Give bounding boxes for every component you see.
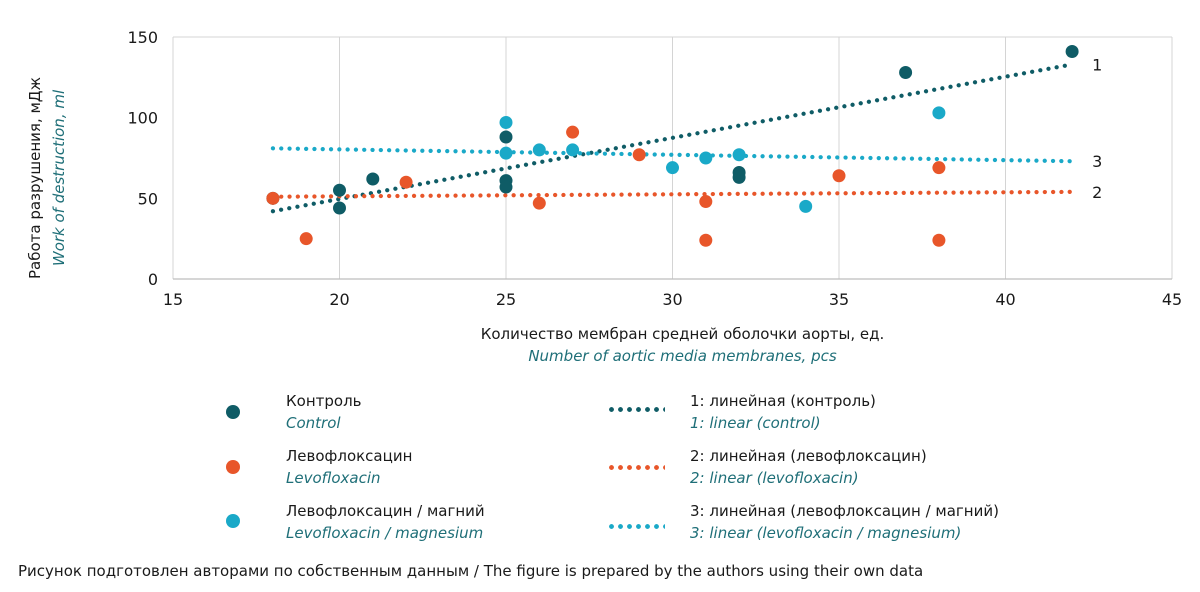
legend-label-control-ru: Контроль [286,392,362,410]
data-point-series-0 [499,130,513,144]
data-point-series-2 [499,116,513,130]
trendline-3 [270,146,1075,164]
data-point-series-1 [832,169,846,183]
y-tick-label: 150 [127,28,158,47]
legend-marker-levofloxacin-magnesium [226,514,240,528]
x-axis-subtitle: Number of aortic media membranes, pcs [528,347,837,365]
trendline-3-label: 3 [1092,152,1102,171]
legend-trend-1-label-en: 1: linear (control) [690,414,821,432]
data-point-series-0 [732,166,746,180]
legend-trend-3-label-ru: 3: линейная (левофлоксацин / магний) [690,502,999,520]
data-point-series-1 [932,233,946,247]
legend-trend-1-label-ru: 1: линейная (контроль) [690,392,876,410]
y-tick-label: 50 [138,189,158,208]
data-point-series-1 [699,195,713,209]
y-axis-subtitle: Work of destruction, ml [50,89,68,266]
data-point-series-1 [932,161,946,175]
legend-label-levofloxacin-ru: Левофлоксацин [286,447,413,465]
data-point-series-0 [899,65,913,79]
x-tick-label: 45 [1162,290,1182,309]
legend-trend-3-line [607,524,665,529]
trendline-1-label: 1 [1092,55,1102,74]
legend-marker-control [226,405,240,419]
x-axis-title: Количество мембран средней оболочки аорт… [481,325,885,343]
trendline-2-label: 2 [1092,183,1102,202]
legend-label-control-en: Control [286,414,341,432]
data-point-series-2 [732,148,746,162]
legend-label-levofloxacin-magnesium-ru: Левофлоксацин / магний [286,502,485,520]
data-point-series-2 [699,151,713,165]
x-tick-label: 20 [329,290,349,309]
legend-trend-2-line [607,465,665,470]
legend-label-levofloxacin-en: Levofloxacin [286,469,381,487]
chart-svg: 15 20 25 30 35 40 45 0 50 100 150 Количество мембра… [26,28,1182,365]
data-point-series-2 [566,143,580,157]
data-point-series-2 [932,106,946,120]
legend-trend-1-line [607,407,665,412]
legend-trend-2-label-ru: 2: линейная (левофлоксацин) [690,447,927,465]
data-point-series-2 [799,199,813,213]
data-point-series-1 [299,232,313,246]
x-tick-label: 25 [496,290,516,309]
data-point-series-1 [399,175,413,189]
data-point-series-1 [266,191,280,205]
data-point-series-1 [632,148,646,162]
data-point-series-2 [499,146,513,160]
data-point-series-0 [333,183,346,197]
legend-trend-2-label-en: 2: linear (levofloxacin) [690,469,859,487]
data-point-series-0 [499,180,513,194]
x-tick-label: 35 [829,290,849,309]
data-point-series-0 [1065,45,1079,59]
y-tick-label: 0 [148,270,158,289]
data-point-series-2 [532,143,546,157]
data-point-series-1 [532,196,546,210]
data-point-series-0 [366,172,380,186]
legend-trend-3-label-en: 3: linear (levofloxacin / magnesium) [690,524,962,542]
legend-label-levofloxacin-magnesium-en: Levofloxacin / magnesium [286,524,484,542]
y-axis-title: Работа разрушения, мДж [26,77,44,279]
figure-caption: Рисунок подготовлен авторами по собствен… [18,562,924,580]
x-tick-label: 15 [163,290,183,309]
data-point-series-1 [566,125,580,139]
data-point-series-0 [333,201,346,215]
legend-marker-levofloxacin [226,460,240,474]
trendline-1 [270,62,1075,214]
x-tick-label: 30 [662,290,682,309]
y-tick-label: 100 [127,109,158,128]
data-point-series-1 [699,233,713,247]
data-point-series-2 [666,161,679,175]
x-tick-label: 40 [995,290,1015,309]
trendline-2 [270,189,1075,199]
